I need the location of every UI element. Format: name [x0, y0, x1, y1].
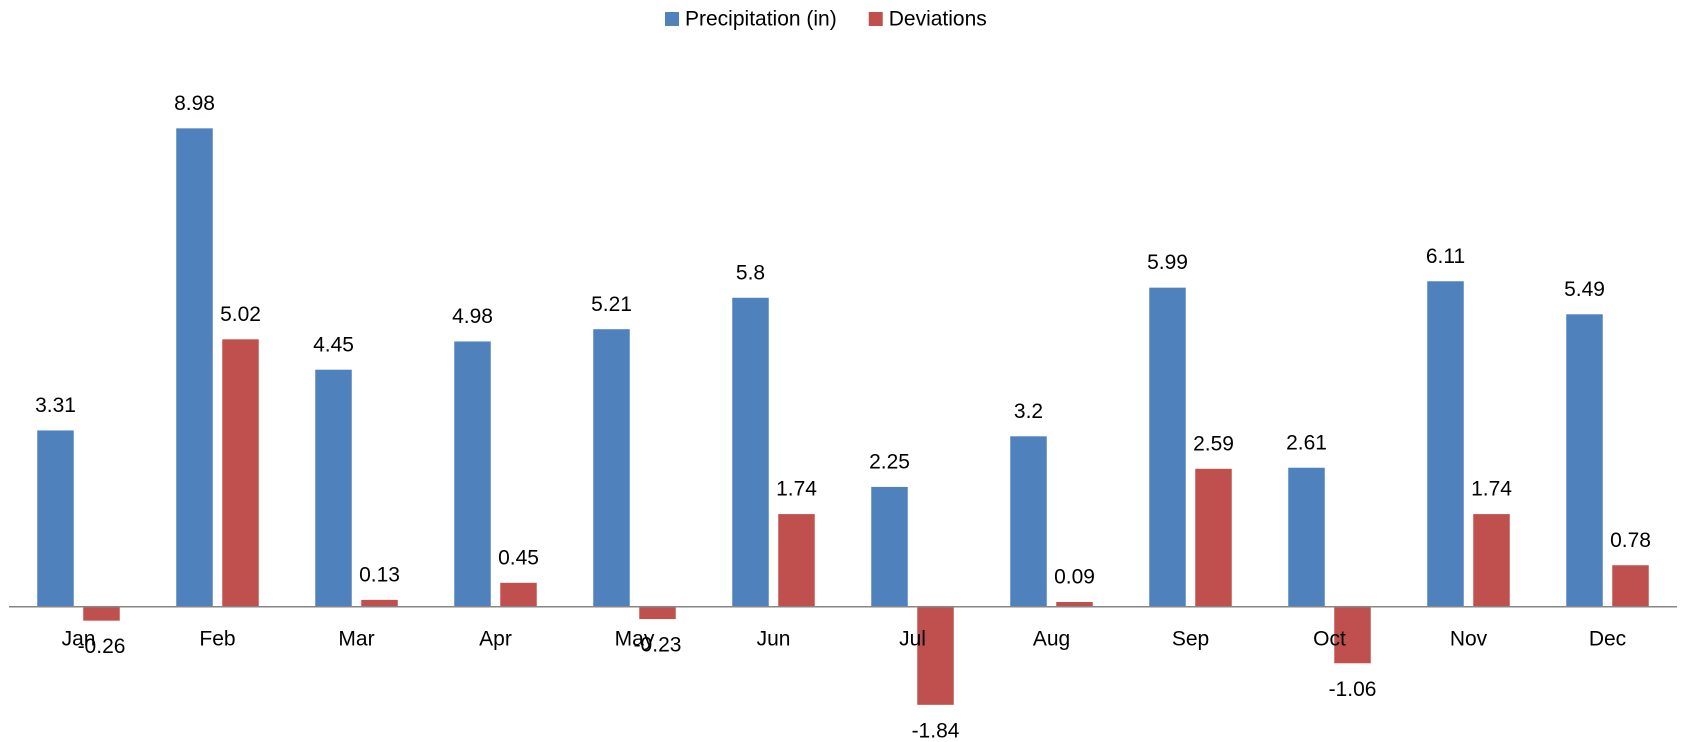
bar [732, 297, 769, 607]
data-label: 4.45 [313, 333, 354, 356]
data-label: 2.25 [869, 450, 910, 473]
x-tick-label: Nov [1450, 627, 1488, 650]
data-label: 0.09 [1054, 566, 1095, 589]
data-label: 3.31 [35, 394, 76, 417]
data-label: 2.61 [1286, 431, 1327, 454]
legend-label: Deviations [889, 8, 987, 31]
data-label: 8.98 [174, 92, 215, 115]
data-label: 6.11 [1426, 245, 1465, 268]
bar [222, 339, 259, 607]
bar [1427, 281, 1464, 607]
bar [37, 430, 74, 607]
bar [1149, 287, 1186, 607]
data-label: 5.99 [1147, 251, 1188, 274]
x-tick-label: Sep [1172, 627, 1209, 650]
x-tick-label: Aug [1033, 627, 1070, 650]
x-tick-label: Dec [1589, 627, 1626, 650]
x-tick-label: Jan [62, 627, 96, 650]
data-label: 3.2 [1014, 400, 1043, 423]
bar [454, 341, 491, 607]
x-tick-label: May [615, 627, 655, 650]
data-label: -1.06 [1329, 678, 1377, 701]
x-tick-label: Apr [479, 627, 512, 650]
bar [1195, 468, 1232, 607]
x-tick-label: Mar [338, 627, 374, 650]
data-label: -0.26 [78, 635, 126, 658]
bar [500, 582, 537, 607]
data-label: 0.13 [359, 563, 400, 586]
legend-swatch [868, 12, 883, 26]
data-label: 1.74 [776, 478, 817, 501]
data-label: 5.8 [736, 261, 765, 284]
data-label: 4.98 [452, 305, 493, 328]
bar [1566, 314, 1603, 607]
bar [361, 599, 398, 607]
legend-label: Precipitation (in) [685, 8, 837, 31]
data-label: 5.02 [220, 303, 261, 326]
data-label: 2.59 [1193, 432, 1234, 455]
data-label: 0.45 [498, 546, 539, 569]
data-label: -0.23 [634, 634, 682, 657]
bar [83, 606, 120, 621]
bar [639, 606, 676, 620]
bar [917, 606, 954, 705]
bar [871, 486, 908, 607]
bar [1056, 602, 1093, 607]
bar [778, 514, 815, 607]
x-tick-label: Oct [1313, 627, 1346, 650]
x-tick-label: Feb [199, 627, 235, 650]
data-label: 0.78 [1610, 529, 1651, 552]
bar [1334, 606, 1371, 664]
x-tick-label: Jun [757, 627, 791, 650]
bar [1473, 514, 1510, 607]
bar [176, 128, 213, 607]
x-tick-label: Jul [899, 627, 926, 650]
data-label: 5.49 [1564, 278, 1605, 301]
data-label: 5.21 [591, 293, 632, 316]
data-label: -1.84 [912, 719, 960, 742]
bar [1612, 565, 1649, 607]
bar [593, 329, 630, 607]
data-label: 1.74 [1471, 478, 1512, 501]
bar [315, 369, 352, 607]
bar [1288, 467, 1325, 607]
legend-swatch [665, 12, 679, 26]
bar [1010, 436, 1047, 607]
